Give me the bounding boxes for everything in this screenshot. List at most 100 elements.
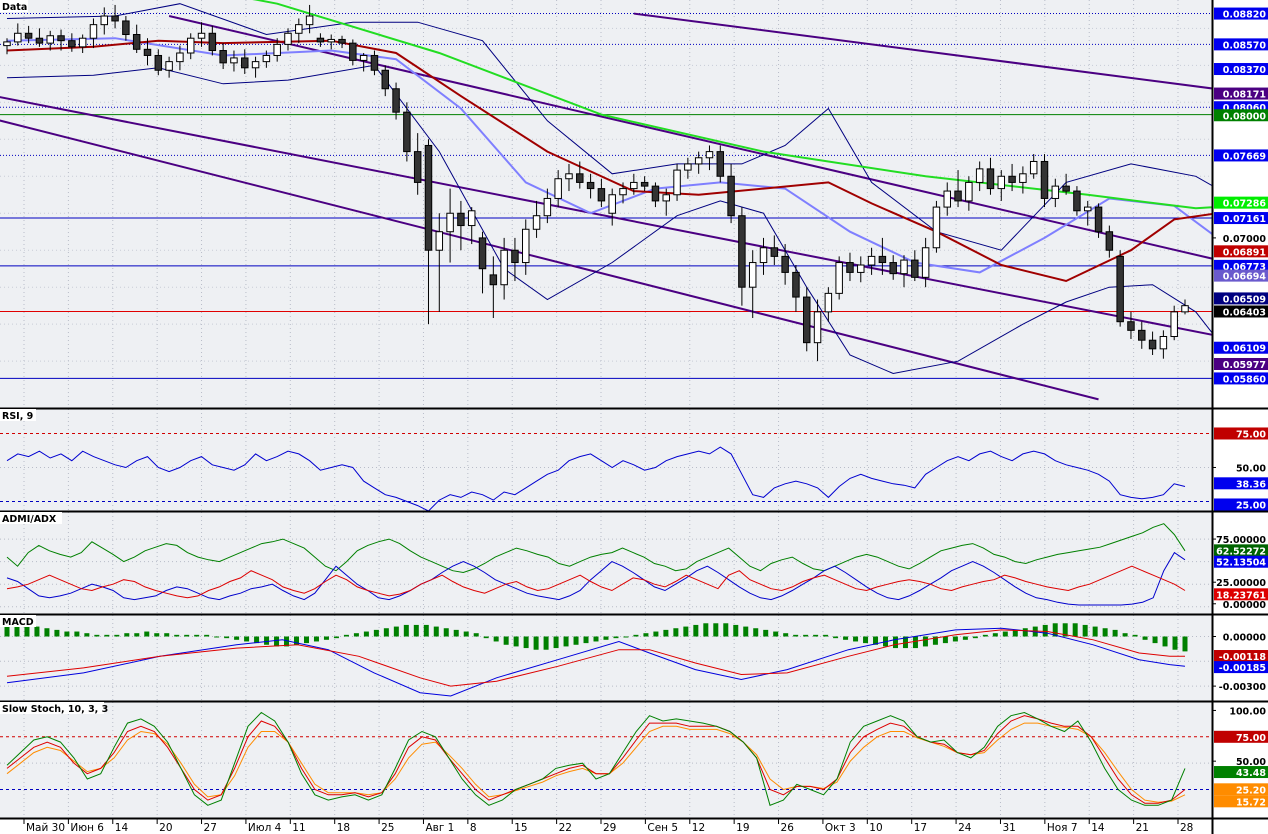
price-tag-bg — [1214, 38, 1268, 51]
macd-histogram-bar — [294, 636, 300, 645]
candle — [197, 22, 206, 47]
macd-histogram-bar — [922, 636, 928, 647]
macd-histogram-bar — [154, 633, 160, 637]
x-label: 25 — [381, 822, 394, 834]
macd-histogram-bar — [323, 636, 329, 640]
price-series — [0, 0, 1212, 401]
macd-histogram-bar — [593, 636, 599, 642]
macd-series — [4, 623, 1188, 697]
macd-histogram-bar — [54, 629, 60, 637]
price-tag: 0.06891 — [1223, 247, 1266, 258]
candle — [424, 139, 433, 325]
stoch-tick: 100.00 — [1229, 706, 1266, 717]
x-label: 10 — [869, 822, 882, 834]
stoch-tag-bg — [1214, 766, 1268, 779]
stoch-k-line — [6, 711, 1186, 806]
stoch-panel — [0, 702, 1212, 818]
macd-histogram-bar — [14, 624, 20, 637]
price-tag: 0.06109 — [1223, 344, 1266, 355]
macd-histogram-bar — [423, 624, 429, 637]
candle — [305, 4, 314, 34]
macd-histogram-bar — [992, 633, 998, 637]
adx-line — [6, 523, 1186, 574]
candle — [78, 34, 87, 54]
candle — [111, 4, 119, 29]
macd-histogram-bar — [363, 631, 369, 637]
macd-histogram-bar — [892, 636, 898, 649]
macd-histogram-bar — [493, 636, 499, 642]
candle — [619, 182, 627, 204]
candle — [1105, 225, 1114, 258]
candle — [846, 252, 854, 282]
candle — [1170, 305, 1178, 341]
candle — [1019, 166, 1027, 194]
x-label: Авг 1 — [425, 822, 454, 834]
price-tag-bg — [1214, 7, 1268, 20]
stoch-tag-bg — [1214, 795, 1268, 808]
candle — [705, 145, 714, 171]
axis-ticks: 0.08820 0.08570 0.08370 0.08171 0.080600.080… — [1212, 7, 1268, 808]
price-tag: 0.08570 — [1223, 40, 1267, 51]
trend-channel-line — [633, 12, 1212, 90]
macd-histogram-bar — [393, 626, 399, 637]
candle — [965, 176, 973, 211]
stoch-tick: 50.00 — [1236, 757, 1266, 768]
x-label: Ноя 7 — [1047, 822, 1078, 834]
price-tag: 0.07161 — [1223, 214, 1266, 225]
macd-histogram-bar — [214, 636, 220, 638]
price-tag-bg — [1214, 269, 1268, 282]
macd-histogram-bar — [932, 636, 938, 645]
x-axis-labels: Май 30 Июн 6 14 20 27 Июл 4 11 18 25 Авг 1 8 15 22 29… — [23, 818, 1193, 834]
macd-histogram-bar — [873, 636, 879, 645]
adx-tag: 62.52272 — [1216, 546, 1266, 557]
candle — [208, 25, 217, 56]
candle — [241, 49, 249, 74]
candle — [522, 219, 530, 275]
macd-histogram-bar — [184, 634, 190, 637]
candle — [1094, 203, 1103, 238]
macd-histogram-bar — [643, 633, 649, 637]
trend-channel-line — [0, 96, 1212, 336]
macd-histogram-bar — [823, 634, 829, 637]
candle — [1148, 331, 1157, 355]
price-tag-bg — [1214, 259, 1268, 272]
signal-line — [6, 629, 1185, 687]
macd-histogram-bar — [683, 626, 689, 637]
price-tag-bg — [1214, 212, 1268, 225]
macd-histogram-bar — [373, 629, 379, 637]
candle — [122, 16, 130, 41]
macd-histogram-bar — [264, 636, 270, 645]
candle — [921, 237, 930, 288]
macd-histogram-bar — [972, 636, 978, 639]
macd-histogram-bar — [74, 631, 80, 637]
candle — [489, 256, 498, 319]
price-tag: 0.08820 — [1223, 10, 1267, 21]
candle — [932, 200, 941, 253]
macd-histogram-bar — [94, 634, 100, 637]
price-tag: 0.08000 — [1223, 111, 1267, 122]
candle — [478, 231, 487, 294]
macd-tag: -0.00118 — [1219, 652, 1267, 663]
candle — [230, 50, 238, 72]
candle — [251, 56, 260, 78]
adx-tick: 25.00000 — [1216, 578, 1266, 589]
candle — [413, 133, 422, 195]
macd-tick: -0.00300 — [1219, 682, 1267, 693]
x-label: 12 — [692, 822, 705, 834]
candle — [1127, 311, 1135, 339]
candle — [338, 35, 346, 49]
macd-histogram-bar — [853, 636, 859, 642]
candle — [770, 235, 779, 266]
macd-histogram-bar — [383, 628, 389, 637]
candle — [273, 38, 281, 62]
macd-histogram-bar — [653, 631, 659, 637]
macd-histogram-bar — [503, 636, 509, 645]
candle — [792, 265, 800, 312]
minus-di-line — [6, 565, 1186, 599]
price-tag-bg — [1214, 245, 1268, 258]
macd-histogram-bar — [663, 629, 669, 637]
macd-histogram-bar — [633, 634, 639, 637]
adx-panel — [0, 512, 1212, 614]
candle — [975, 161, 984, 192]
x-label: Июн 6 — [70, 822, 104, 834]
